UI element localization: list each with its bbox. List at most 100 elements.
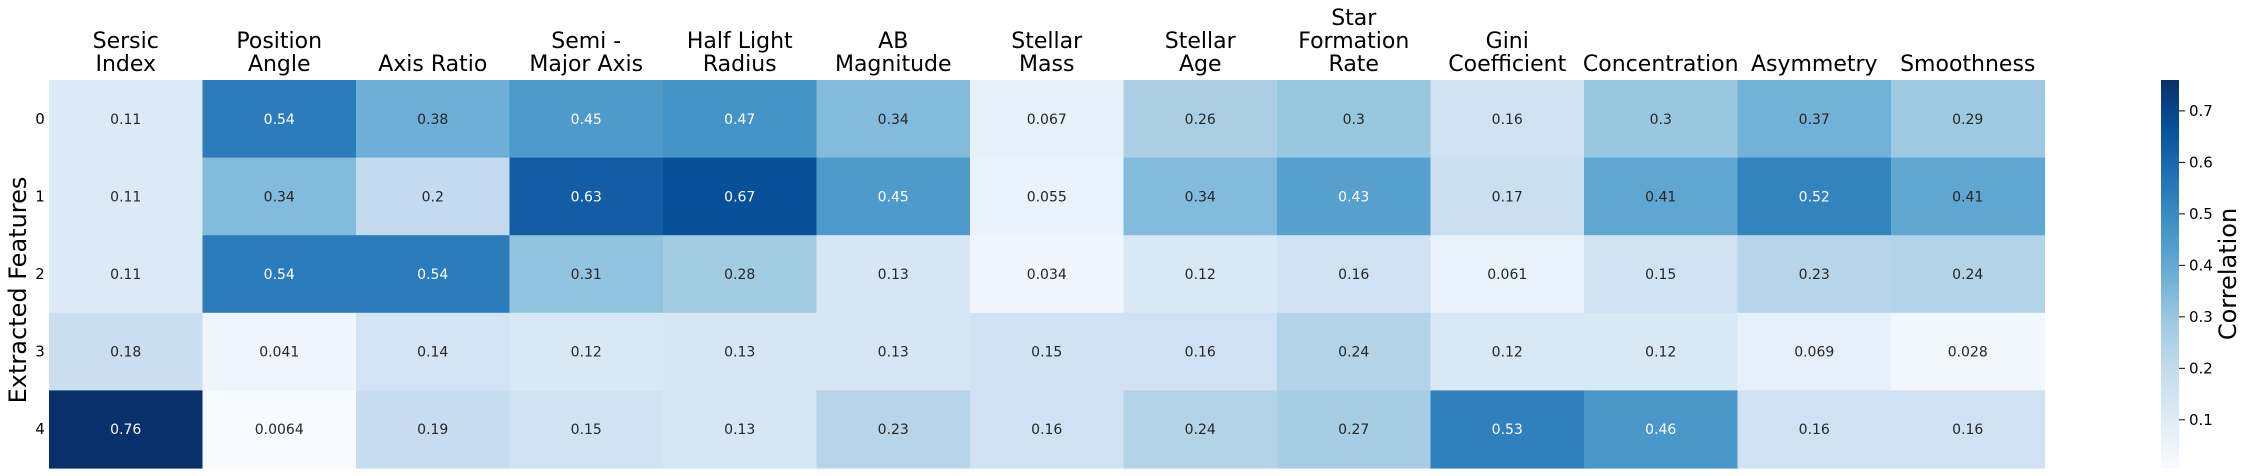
cell-r1-c11 [1737, 157, 1892, 236]
y-axis-title: Extracted Features [4, 177, 32, 404]
cell-label-r1-c9: 0.17 [1492, 189, 1523, 205]
cell-label-r1-c0: 0.11 [110, 189, 141, 205]
cell-r3-c11 [1737, 312, 1892, 391]
cell-r1-c10 [1584, 157, 1739, 236]
cell-r1-c7 [1123, 157, 1278, 236]
column-label-2: Axis Ratio [378, 52, 487, 77]
cell-label-r0-c9: 0.16 [1492, 112, 1523, 128]
cell-r2-c8 [1277, 235, 1432, 314]
cell-r0-c3 [509, 80, 664, 159]
cell-label-r0-c3: 0.45 [571, 112, 602, 128]
cell-r3-c1 [202, 312, 357, 391]
cell-label-r1-c6: 0.055 [1027, 189, 1067, 205]
cell-label-r0-c6: 0.067 [1027, 112, 1067, 128]
colorbar-tick-label-5: 0.6 [2189, 153, 2213, 171]
cell-r2-c2 [356, 235, 511, 314]
cell-r2-c12 [1891, 235, 2046, 314]
cell-label-r0-c11: 0.37 [1799, 112, 1830, 128]
cell-r1-c0 [49, 157, 204, 236]
column-label-0: Sersic Index [93, 29, 159, 77]
cell-label-r1-c5: 0.45 [878, 189, 909, 205]
cell-r1-c1 [202, 157, 357, 236]
cell-label-r3-c1: 0.041 [259, 345, 299, 361]
cell-r0-c11 [1737, 80, 1892, 159]
colorbar-title: Correlation [2214, 208, 2242, 340]
cell-label-r2-c0: 0.11 [110, 267, 141, 283]
cell-r1-c8 [1277, 157, 1432, 236]
cell-label-r2-c11: 0.23 [1799, 267, 1830, 283]
cell-label-r3-c3: 0.12 [571, 345, 602, 361]
cell-r4-c2 [356, 390, 511, 469]
cell-label-r3-c2: 0.14 [417, 345, 448, 361]
cell-label-r1-c4: 0.67 [724, 189, 755, 205]
cell-r0-c2 [356, 80, 511, 159]
colorbar-tick-label-4: 0.5 [2189, 205, 2213, 223]
cell-label-r1-c3: 0.63 [571, 189, 602, 205]
column-label-10: Concentration [1583, 52, 1739, 77]
cell-r4-c4 [663, 390, 818, 469]
cell-label-r1-c7: 0.34 [1185, 189, 1216, 205]
cell-r4-c8 [1277, 390, 1432, 469]
column-label-3: Semi -Major Axis [529, 29, 643, 77]
cell-r0-c9 [1430, 80, 1585, 159]
colorbar-tick-label-1: 0.2 [2189, 359, 2213, 377]
cell-r1-c6 [970, 157, 1125, 236]
column-labels: Sersic Index Position Angle Axis Ratio Semi -… [93, 6, 2036, 77]
cell-label-r3-c6: 0.15 [1031, 345, 1062, 361]
cell-label-r2-c6: 0.034 [1027, 267, 1067, 283]
cell-label-r4-c12: 0.16 [1952, 422, 1983, 438]
cell-r0-c4 [663, 80, 818, 159]
cell-r0-c5 [816, 80, 971, 159]
colorbar-tick-label-0: 0.1 [2189, 411, 2213, 429]
cell-r4-c0 [49, 390, 204, 469]
cell-r4-c12 [1891, 390, 2046, 469]
cell-r0-c6 [970, 80, 1125, 159]
cell-r3-c6 [970, 312, 1125, 391]
cell-r2-c5 [816, 235, 971, 314]
cell-r0-c8 [1277, 80, 1432, 159]
cell-label-r3-c12: 0.028 [1948, 345, 1988, 361]
cell-label-r4-c0: 0.76 [110, 422, 141, 438]
cell-label-r4-c6: 0.16 [1031, 422, 1062, 438]
cell-r3-c9 [1430, 312, 1585, 391]
cell-r0-c12 [1891, 80, 2046, 159]
cell-r4-c1 [202, 390, 357, 469]
cell-r4-c11 [1737, 390, 1892, 469]
cell-r4-c9 [1430, 390, 1585, 469]
cell-label-r2-c10: 0.15 [1645, 267, 1676, 283]
cell-r3-c10 [1584, 312, 1739, 391]
column-label-6: Stellar Mass [1011, 29, 1083, 77]
cell-label-r4-c10: 0.46 [1645, 422, 1676, 438]
cell-label-r0-c7: 0.26 [1185, 112, 1216, 128]
cell-label-r4-c5: 0.23 [878, 422, 909, 438]
cell-label-r3-c9: 0.12 [1492, 345, 1523, 361]
cell-r2-c1 [202, 235, 357, 314]
cell-r3-c3 [509, 312, 664, 391]
cell-r2-c6 [970, 235, 1125, 314]
cell-label-r2-c7: 0.12 [1185, 267, 1216, 283]
row-labels: 0 1 2 3 4 [35, 110, 45, 438]
cell-r4-c7 [1123, 390, 1278, 469]
cell-r1-c2 [356, 157, 511, 236]
cell-r0-c0 [49, 80, 204, 159]
column-label-7: Stellar Age [1165, 29, 1237, 77]
colorbar-tick-label-6: 0.7 [2189, 102, 2213, 120]
cell-label-r3-c10: 0.12 [1645, 345, 1676, 361]
column-label-12: Smoothness [1900, 52, 2035, 77]
cell-label-r1-c10: 0.41 [1645, 189, 1676, 205]
cell-label-r2-c1: 0.54 [264, 267, 295, 283]
cell-r3-c8 [1277, 312, 1432, 391]
cell-label-r2-c5: 0.13 [878, 267, 909, 283]
heatmap-cell-labels: 0.11 0.54 0.38 0.45 0.47 0.34 0.067 0.26 0.3 0.16… [110, 112, 1988, 438]
cell-r4-c6 [970, 390, 1125, 469]
cell-label-r1-c2: 0.2 [422, 189, 444, 205]
cell-r1-c4 [663, 157, 818, 236]
row-label-1: 1 [35, 187, 45, 205]
colorbar-tick-label-3: 0.4 [2189, 256, 2213, 274]
cell-label-r4-c9: 0.53 [1492, 422, 1523, 438]
cell-label-r2-c8: 0.16 [1338, 267, 1369, 283]
cell-label-r0-c8: 0.3 [1343, 112, 1365, 128]
cell-r2-c10 [1584, 235, 1739, 314]
cell-label-r4-c2: 0.19 [417, 422, 448, 438]
cell-label-r0-c0: 0.11 [110, 112, 141, 128]
